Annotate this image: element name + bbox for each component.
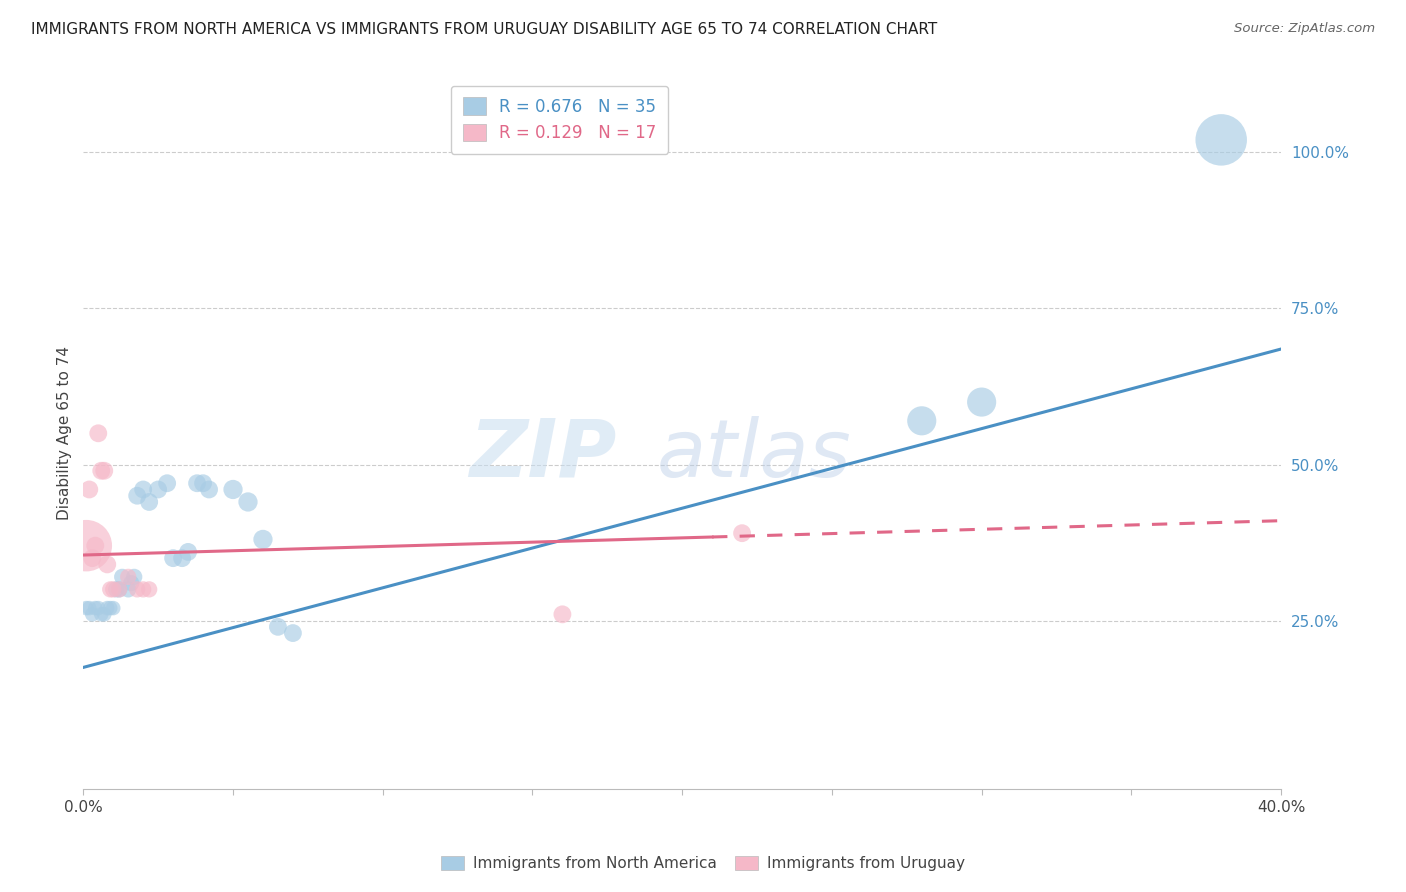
Point [93, 607, 115, 622]
Point [911, 414, 934, 428]
Point [75, 601, 97, 615]
Text: atlas: atlas [657, 416, 852, 493]
Point [551, 607, 574, 622]
Point [117, 570, 139, 584]
Point [132, 483, 155, 497]
Point [90, 607, 112, 622]
Point [281, 626, 304, 640]
Point [117, 582, 139, 597]
Point [82, 551, 104, 566]
Point [146, 483, 169, 497]
Text: Source: ZipAtlas.com: Source: ZipAtlas.com [1234, 22, 1375, 36]
Point [731, 526, 754, 541]
Point [84, 601, 107, 615]
Point [111, 570, 134, 584]
Point [970, 395, 993, 409]
Point [105, 582, 128, 597]
Point [96, 601, 118, 615]
Point [222, 483, 245, 497]
Point [98, 582, 121, 597]
Point [82, 607, 104, 622]
Point [77, 601, 100, 615]
Text: ZIP: ZIP [470, 416, 616, 493]
Point [96, 558, 118, 572]
Point [127, 582, 149, 597]
Point [172, 551, 194, 566]
Y-axis label: Disability Age 65 to 74: Disability Age 65 to 74 [58, 346, 72, 520]
Legend: R = 0.676   N = 35, R = 0.129   N = 17: R = 0.676 N = 35, R = 0.129 N = 17 [451, 86, 668, 153]
Point [156, 476, 179, 491]
Point [90, 464, 112, 478]
Point [87, 601, 110, 615]
Point [98, 601, 121, 615]
Point [252, 533, 274, 547]
Point [267, 620, 290, 634]
Point [177, 545, 200, 559]
Point [198, 483, 221, 497]
Point [87, 426, 110, 441]
Point [138, 495, 160, 509]
Legend: Immigrants from North America, Immigrants from Uruguay: Immigrants from North America, Immigrant… [434, 850, 972, 877]
Point [103, 601, 125, 615]
Point [108, 582, 131, 597]
Point [186, 476, 208, 491]
Point [84, 539, 107, 553]
Point [162, 551, 184, 566]
Point [236, 495, 259, 509]
Point [127, 489, 149, 503]
Point [108, 582, 131, 597]
Point [132, 582, 155, 597]
Point [120, 576, 142, 591]
Text: IMMIGRANTS FROM NORTH AMERICA VS IMMIGRANTS FROM URUGUAY DISABILITY AGE 65 TO 74: IMMIGRANTS FROM NORTH AMERICA VS IMMIGRA… [31, 22, 938, 37]
Point [77, 483, 100, 497]
Point [75, 539, 97, 553]
Point [122, 570, 145, 584]
Point [1211, 133, 1233, 147]
Point [93, 464, 115, 478]
Point [103, 582, 125, 597]
Point [191, 476, 214, 491]
Point [138, 582, 160, 597]
